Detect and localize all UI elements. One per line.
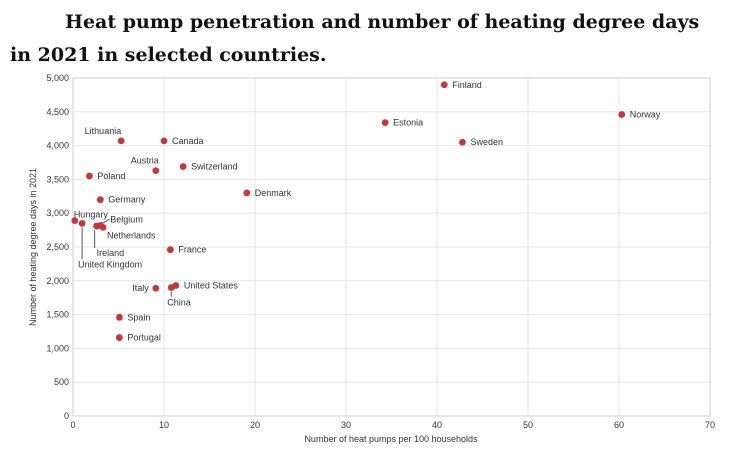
y-tick-label: 2,000	[46, 276, 69, 286]
point-label-spain: Spain	[127, 312, 150, 322]
point-finland	[440, 81, 448, 89]
point-label-italy: Italy	[132, 283, 149, 293]
point-label-hungary: Hungary	[74, 210, 109, 220]
point-netherlands	[99, 223, 107, 231]
y-tick-label: 1,000	[46, 343, 69, 353]
point-lithuania	[117, 137, 125, 145]
x-tick-label: 0	[70, 420, 75, 430]
data-points	[71, 81, 626, 341]
y-tick-label: 3,000	[46, 208, 69, 218]
x-tick-label: 40	[432, 420, 442, 430]
y-tick-label: 4,000	[46, 141, 69, 151]
point-austria	[152, 167, 160, 175]
point-label-norway: Norway	[630, 110, 661, 120]
point-label-finland: Finland	[452, 80, 482, 90]
point-poland	[85, 172, 93, 180]
point-germany	[96, 196, 104, 204]
point-labels: Finland Norway Estonia Sweden Lithuania Canad…	[74, 80, 661, 343]
point-label-united-kingdom: United Kingdom	[78, 259, 142, 269]
axis-ticks: 0 10 20 30 40 50 60 70 0 500 1,000 1,500 2,000 2,500 3…	[46, 73, 715, 430]
point-label-france: France	[178, 245, 206, 255]
point-united-kingdom	[78, 219, 86, 227]
x-axis-title: Number of heat pumps per 100 households	[304, 434, 478, 444]
point-label-belgium: Belgium	[110, 214, 143, 224]
point-label-china: China	[167, 298, 191, 308]
y-tick-label: 500	[54, 377, 69, 387]
point-label-estonia: Estonia	[393, 118, 423, 128]
point-denmark	[243, 189, 251, 197]
y-tick-label: 5,000	[46, 73, 69, 83]
y-tick-label: 2,500	[46, 242, 69, 252]
chart-title: Heat pump penetration and number of heat…	[10, 11, 700, 66]
x-tick-label: 70	[705, 420, 715, 430]
label-leaders	[81, 218, 172, 297]
point-sweden	[459, 138, 466, 146]
point-label-austria: Austria	[131, 156, 159, 166]
y-tick-label: 4,500	[46, 107, 69, 117]
point-label-united-states: United States	[184, 281, 239, 291]
x-tick-label: 30	[341, 420, 351, 430]
point-norway	[618, 111, 626, 118]
point-label-sweden: Sweden	[470, 137, 503, 147]
y-tick-label: 0	[64, 411, 69, 421]
point-label-lithuania: Lithuania	[85, 126, 122, 136]
point-label-ireland: Ireland	[97, 248, 125, 258]
point-spain	[116, 313, 123, 321]
x-tick-label: 10	[159, 420, 169, 430]
point-label-switzerland: Switzerland	[191, 162, 238, 172]
point-label-germany: Germany	[108, 195, 146, 205]
point-label-poland: Poland	[97, 171, 125, 181]
y-tick-label: 1,500	[46, 310, 69, 320]
x-tick-label: 20	[250, 420, 260, 430]
y-axis-title: Number of heating degree days in 2021	[28, 168, 38, 326]
point-estonia	[381, 119, 389, 127]
y-tick-label: 3,500	[46, 174, 69, 184]
point-france	[166, 246, 174, 254]
point-canada	[160, 137, 168, 145]
point-hungary	[71, 217, 79, 225]
point-portugal	[116, 334, 123, 341]
x-tick-label: 60	[614, 420, 624, 430]
point-label-netherlands: Netherlands	[107, 230, 156, 240]
x-tick-label: 50	[523, 420, 533, 430]
point-italy	[152, 284, 160, 292]
plot-frame	[72, 77, 711, 417]
point-label-portugal: Portugal	[127, 333, 161, 343]
point-label-denmark: Denmark	[255, 188, 292, 198]
point-switzerland	[179, 163, 187, 170]
point-label-canada: Canada	[172, 136, 204, 146]
leader-line-belgium	[102, 218, 110, 224]
point-china	[167, 284, 175, 291]
